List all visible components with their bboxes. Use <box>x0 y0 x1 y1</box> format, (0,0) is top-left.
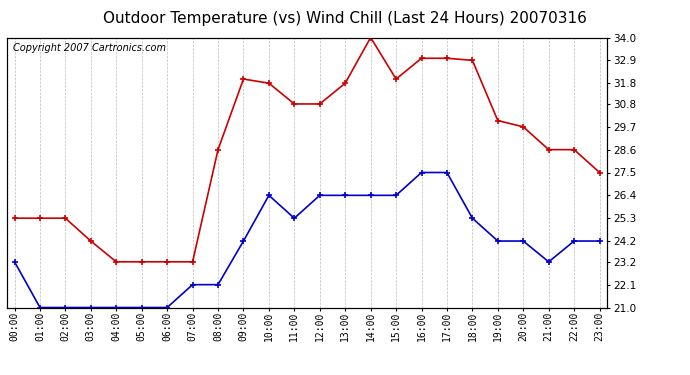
Text: Outdoor Temperature (vs) Wind Chill (Last 24 Hours) 20070316: Outdoor Temperature (vs) Wind Chill (Las… <box>103 11 587 26</box>
Text: Copyright 2007 Cartronics.com: Copyright 2007 Cartronics.com <box>13 43 166 53</box>
